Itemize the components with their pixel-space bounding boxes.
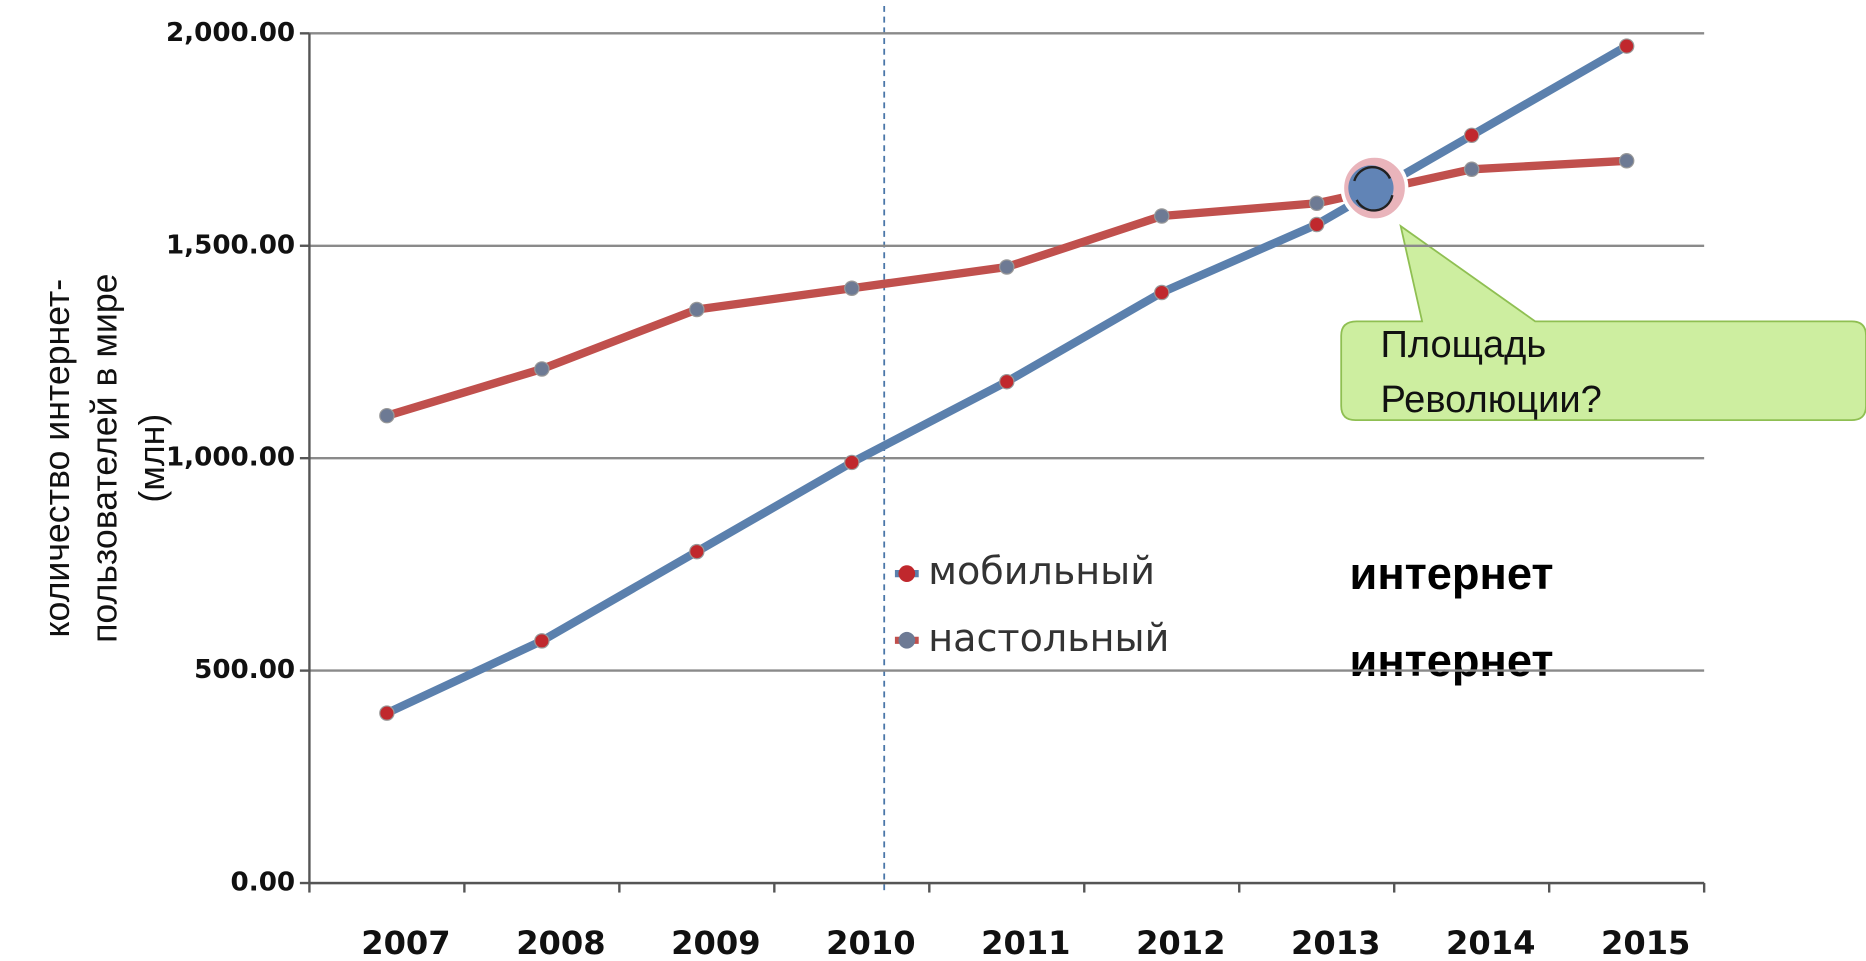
data-point xyxy=(1463,127,1480,144)
callout-box xyxy=(1340,224,1866,421)
x-tick-label: 2012 xyxy=(1136,924,1225,961)
y-label-line: (млн) xyxy=(132,414,172,503)
y-tick-label: 0.00 xyxy=(231,868,296,898)
data-point xyxy=(379,407,395,424)
annotation-box: интернет xyxy=(1349,549,1554,600)
cross-icon-inner xyxy=(1348,165,1394,211)
cross-icon xyxy=(1340,154,1409,222)
y-tick-label: 500.00 xyxy=(194,655,295,685)
legend-label: настольный xyxy=(928,616,1169,660)
data-point xyxy=(689,543,705,560)
x-tick-label: 2008 xyxy=(516,924,605,961)
x-tick-label: 2010 xyxy=(826,924,915,961)
callout: Площадь Революции? xyxy=(1340,224,1866,421)
data-point xyxy=(1154,284,1170,301)
data-point xyxy=(379,705,395,721)
callout-text-box: Площадь Революции? xyxy=(1380,322,1602,421)
data-point xyxy=(1463,161,1480,178)
y-label: количество интернет-пользователей в мире… xyxy=(37,273,172,642)
legend-marker xyxy=(898,631,916,649)
x-tick-label: 2007 xyxy=(361,924,450,961)
annotation: интернет xyxy=(1349,636,1554,687)
annotation-box: интернет xyxy=(1349,636,1554,687)
data-point xyxy=(1308,216,1325,233)
data-point xyxy=(1308,195,1325,212)
data-point xyxy=(689,301,705,318)
data-point xyxy=(844,454,860,471)
data-point xyxy=(1618,38,1635,54)
data-point xyxy=(534,633,550,649)
data-point xyxy=(844,280,860,296)
legend-marker xyxy=(898,565,916,582)
data-point xyxy=(1618,153,1635,169)
data-point xyxy=(1154,208,1170,224)
data-point xyxy=(999,373,1015,390)
x-tick-label: 2015 xyxy=(1601,924,1690,961)
cross-icon-arrow xyxy=(1353,165,1394,212)
y-label-line: количество интернет- xyxy=(37,279,77,638)
y-tick-label: 2,000.00 xyxy=(166,18,295,48)
legend-label: мобильный xyxy=(928,549,1155,593)
x-tick-label: 2014 xyxy=(1446,924,1535,961)
y-label-line: пользователей в мире xyxy=(85,273,125,642)
annotation: интернет xyxy=(1349,549,1554,600)
data-point xyxy=(999,259,1015,275)
x-tick-label: 2013 xyxy=(1291,924,1380,961)
x-tick-label: 2011 xyxy=(981,924,1070,961)
y-tick-label: 1,500.00 xyxy=(166,230,295,260)
callout-text: Площадь Революции? xyxy=(1380,322,1602,421)
data-point xyxy=(534,361,550,377)
x-tick-label: 2009 xyxy=(671,924,760,961)
y-tick-label: 1,000.00 xyxy=(166,443,295,473)
